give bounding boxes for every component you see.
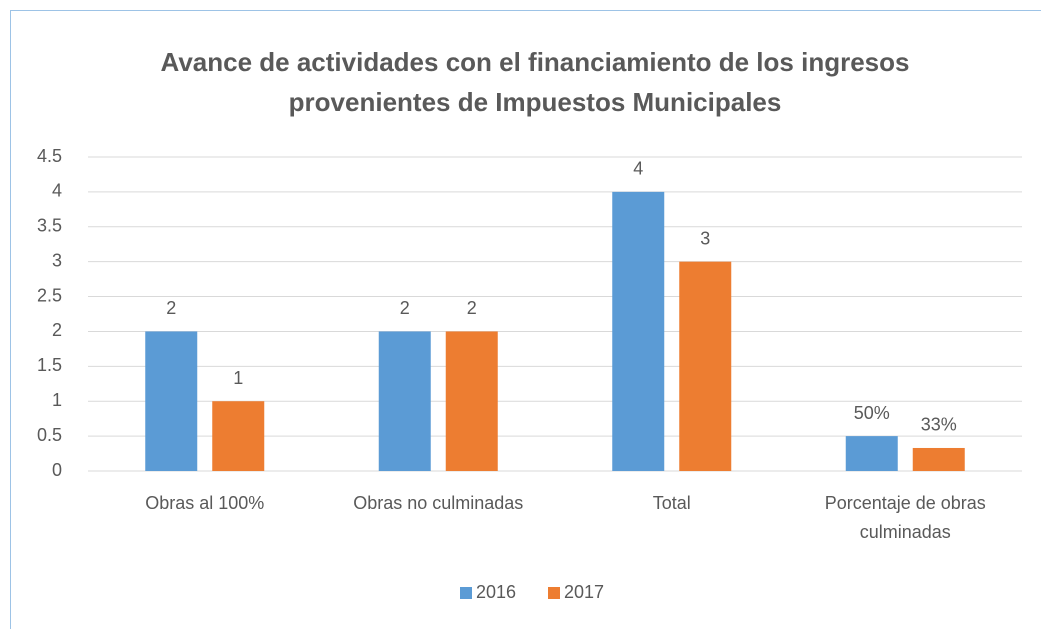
bar <box>612 191 665 471</box>
bar <box>445 331 498 471</box>
y-tick-label: 1.5 <box>37 355 62 375</box>
y-tick-label: 3 <box>52 250 62 270</box>
y-tick-label: 3.5 <box>37 216 62 236</box>
legend-label: 2016 <box>476 582 516 602</box>
data-label: 2 <box>166 298 176 318</box>
data-label: 50% <box>854 403 890 423</box>
data-label: 4 <box>633 159 643 179</box>
data-label: 2 <box>467 298 477 318</box>
data-label: 3 <box>700 228 710 248</box>
bar <box>145 331 198 471</box>
bar <box>212 401 265 471</box>
x-tick-label: Porcentaje de obras culminadas <box>824 493 986 542</box>
bar <box>845 436 898 471</box>
legend-label: 2017 <box>564 582 604 602</box>
chart-title: Avance de actividades con el financiamie… <box>160 47 910 117</box>
x-tick-label: Obras no culminadas <box>353 493 524 513</box>
y-tick-label: 2 <box>52 320 62 340</box>
y-tick-label: 2.5 <box>37 285 62 305</box>
bar <box>679 261 732 471</box>
x-tick-label: Obras al 100% <box>145 493 265 513</box>
x-tick-label: Total <box>652 493 691 513</box>
y-tick-label: 4 <box>52 181 62 201</box>
y-tick-label: 0.5 <box>37 425 62 445</box>
bar <box>912 447 965 471</box>
y-tick-label: 1 <box>52 390 62 410</box>
data-label: 33% <box>921 415 957 435</box>
data-label: 2 <box>400 298 410 318</box>
data-label: 1 <box>233 368 243 388</box>
y-tick-label: 0 <box>52 460 62 480</box>
y-tick-label: 4.5 <box>37 146 62 166</box>
chart-frame <box>10 10 1041 629</box>
legend-swatch <box>460 587 472 599</box>
bar <box>378 331 431 471</box>
legend-swatch <box>548 587 560 599</box>
